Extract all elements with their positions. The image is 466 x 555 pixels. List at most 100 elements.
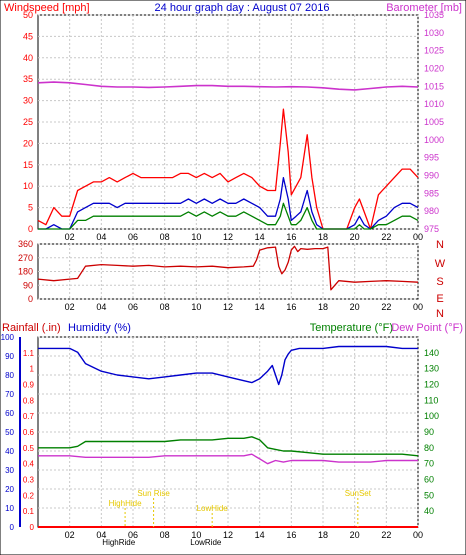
rain-tick-label: 0.9 xyxy=(23,381,35,390)
x-tick-label: 12 xyxy=(223,530,233,540)
temperature-tick-label: 130 xyxy=(424,364,439,374)
x-tick-label: 02 xyxy=(65,530,75,540)
right-tick-label: 1000 xyxy=(424,135,444,145)
humidity-temperature-panel: 02 04 06 08 10 12 14 16 18 20 22 000102030405060708… xyxy=(1,333,439,547)
x-tick-label: 02 xyxy=(65,302,75,312)
rain-tick-label: 1 xyxy=(30,365,35,374)
annotation-label: HighHide xyxy=(109,499,142,508)
compass-label: S xyxy=(436,276,443,288)
rain-tick-label: 0.5 xyxy=(23,444,35,453)
series-line xyxy=(38,436,419,457)
wind-barometer-panel: 02 04 06 08 10 12 14 16 18 20 22 000510152025303540… xyxy=(23,10,444,242)
y-tick-label: 180 xyxy=(18,267,33,277)
y-tick-label: 10 xyxy=(23,181,33,191)
y-tick-label: 0 xyxy=(28,294,33,304)
right-tick-label: 1020 xyxy=(424,64,444,74)
right-tick-label: 1030 xyxy=(424,28,444,38)
rain-tick-label: 0.1 xyxy=(23,507,35,516)
rainfall-axis-title: Rainfall (.in) xyxy=(2,322,61,334)
annotation-label: LowHide xyxy=(197,504,229,513)
x-tick-label: 02 xyxy=(65,232,75,242)
right-tick-label: 1015 xyxy=(424,81,444,91)
temperature-tick-label: 90 xyxy=(424,427,434,437)
x-tick-label: 06 xyxy=(128,232,138,242)
y-tick-label: 90 xyxy=(23,280,33,290)
temperature-tick-label: 110 xyxy=(424,395,438,405)
compass-label: N xyxy=(436,308,444,320)
compass-label: E xyxy=(436,293,443,305)
humidity-tick-label: 60 xyxy=(5,409,14,418)
x-tick-label: 00 xyxy=(413,530,423,540)
bottom-event-label: HighRide xyxy=(102,538,135,547)
x-tick-label: 00 xyxy=(413,232,423,242)
humidity-tick-label: 80 xyxy=(5,371,14,380)
x-tick-label: 16 xyxy=(286,302,296,312)
low-series xyxy=(38,202,419,230)
x-tick-label: 18 xyxy=(318,232,328,242)
compass-label: N xyxy=(436,239,444,251)
x-tick-label: 06 xyxy=(128,530,138,540)
humidity-tick-label: 50 xyxy=(5,428,14,437)
x-tick-label: 18 xyxy=(318,302,328,312)
humidity-tick-label: 30 xyxy=(5,466,14,475)
gust-series xyxy=(37,108,419,230)
rain-tick-label: 0.6 xyxy=(23,428,35,437)
x-tick-label: 08 xyxy=(160,232,170,242)
right-tick-label: 990 xyxy=(424,171,439,181)
series-line xyxy=(38,345,418,386)
temperature-tick-label: 40 xyxy=(424,506,434,516)
x-tick-label: 08 xyxy=(160,530,170,540)
dewpoint-axis-title: Dew Point (°F) xyxy=(391,322,463,334)
x-tick-label: 04 xyxy=(96,302,106,312)
humidity-tick-label: 0 xyxy=(10,523,15,532)
x-tick-label: 20 xyxy=(350,530,360,540)
y-tick-label: 35 xyxy=(23,74,33,84)
rain-tick-label: 0.7 xyxy=(23,412,35,421)
right-tick-label: 1005 xyxy=(424,117,444,127)
right-tick-label: 985 xyxy=(424,188,439,198)
y-tick-label: 0 xyxy=(28,224,33,234)
y-tick-label: 45 xyxy=(23,31,33,41)
rain-tick-label: 0.3 xyxy=(23,476,35,485)
x-tick-label: 22 xyxy=(381,232,391,242)
y-tick-label: 270 xyxy=(18,253,33,263)
y-tick-label: 40 xyxy=(23,53,33,63)
right-tick-label: 1035 xyxy=(424,10,444,20)
x-tick-label: 16 xyxy=(286,232,296,242)
temperature-tick-label: 100 xyxy=(424,411,439,421)
x-tick-label: 12 xyxy=(223,302,233,312)
x-tick-label: 22 xyxy=(381,302,391,312)
x-tick-label: 00 xyxy=(413,302,423,312)
temperature-axis-title: Temperature (°F) xyxy=(310,322,393,334)
rain-tick-label: 0 xyxy=(30,523,35,532)
humidity-tick-label: 70 xyxy=(5,390,14,399)
annotation-label: Sun Rise xyxy=(137,489,170,498)
series-line xyxy=(38,453,418,465)
humidity-tick-label: 40 xyxy=(5,447,14,456)
x-tick-label: 12 xyxy=(223,232,233,242)
humidity-tick-label: 90 xyxy=(5,352,14,361)
barometer-series xyxy=(37,81,419,91)
rain-tick-label: 1.1 xyxy=(23,349,35,358)
temperature-tick-label: 60 xyxy=(424,475,434,485)
wind-axis-title: Windspeed [mph] xyxy=(4,2,90,14)
x-tick-label: 18 xyxy=(318,530,328,540)
y-tick-label: 25 xyxy=(23,117,33,127)
y-tick-label: 30 xyxy=(23,96,33,106)
x-tick-label: 14 xyxy=(255,530,265,540)
right-tick-label: 1010 xyxy=(424,99,444,109)
right-tick-label: 1025 xyxy=(424,46,444,56)
y-tick-label: 5 xyxy=(28,203,33,213)
right-tick-label: 995 xyxy=(424,153,439,163)
y-tick-label: 20 xyxy=(23,138,33,148)
temperature-tick-label: 70 xyxy=(424,459,434,469)
average-series xyxy=(38,176,419,230)
x-tick-label: 04 xyxy=(96,530,106,540)
y-tick-label: 15 xyxy=(23,160,33,170)
humidity-tick-label: 100 xyxy=(1,333,15,342)
rain-tick-label: 0.4 xyxy=(23,460,35,469)
annotation-label: SunSet xyxy=(345,489,372,498)
humidity-axis-title: Humidity (%) xyxy=(68,322,131,334)
x-tick-label: 10 xyxy=(191,530,201,540)
direction-series xyxy=(37,245,419,291)
